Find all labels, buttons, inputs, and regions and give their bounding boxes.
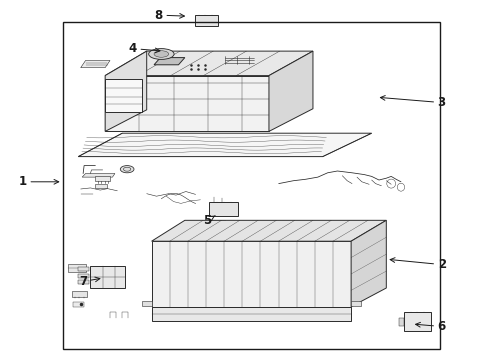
- Polygon shape: [350, 301, 360, 306]
- Text: 3: 3: [380, 95, 445, 109]
- Polygon shape: [95, 184, 106, 188]
- Bar: [194, 15, 218, 26]
- Polygon shape: [90, 266, 124, 288]
- Polygon shape: [72, 291, 87, 297]
- Polygon shape: [268, 51, 312, 131]
- Text: 2: 2: [389, 258, 445, 271]
- Ellipse shape: [120, 166, 134, 173]
- Text: 1: 1: [19, 175, 59, 188]
- Polygon shape: [142, 301, 151, 306]
- Bar: [209, 202, 237, 216]
- Polygon shape: [68, 264, 85, 272]
- Bar: [78, 267, 89, 271]
- Polygon shape: [151, 220, 386, 241]
- Ellipse shape: [154, 51, 168, 57]
- Ellipse shape: [148, 49, 174, 59]
- Text: 5: 5: [203, 214, 215, 227]
- Text: 4: 4: [128, 42, 160, 55]
- Text: 7: 7: [79, 275, 100, 288]
- Polygon shape: [105, 79, 142, 112]
- Polygon shape: [210, 220, 224, 226]
- Polygon shape: [78, 133, 371, 157]
- Polygon shape: [154, 58, 184, 65]
- Polygon shape: [151, 307, 350, 321]
- Polygon shape: [105, 76, 268, 131]
- Polygon shape: [73, 302, 84, 307]
- Bar: [78, 274, 89, 278]
- Polygon shape: [95, 176, 110, 181]
- Polygon shape: [105, 51, 312, 76]
- Polygon shape: [105, 51, 146, 131]
- Polygon shape: [350, 220, 386, 307]
- Polygon shape: [151, 241, 350, 307]
- Text: 8: 8: [154, 9, 184, 22]
- Text: 6: 6: [415, 320, 445, 333]
- Bar: [398, 318, 403, 326]
- Bar: [403, 312, 430, 331]
- Bar: [62, 22, 439, 349]
- Bar: [78, 280, 89, 284]
- Polygon shape: [81, 60, 110, 68]
- Polygon shape: [82, 174, 115, 177]
